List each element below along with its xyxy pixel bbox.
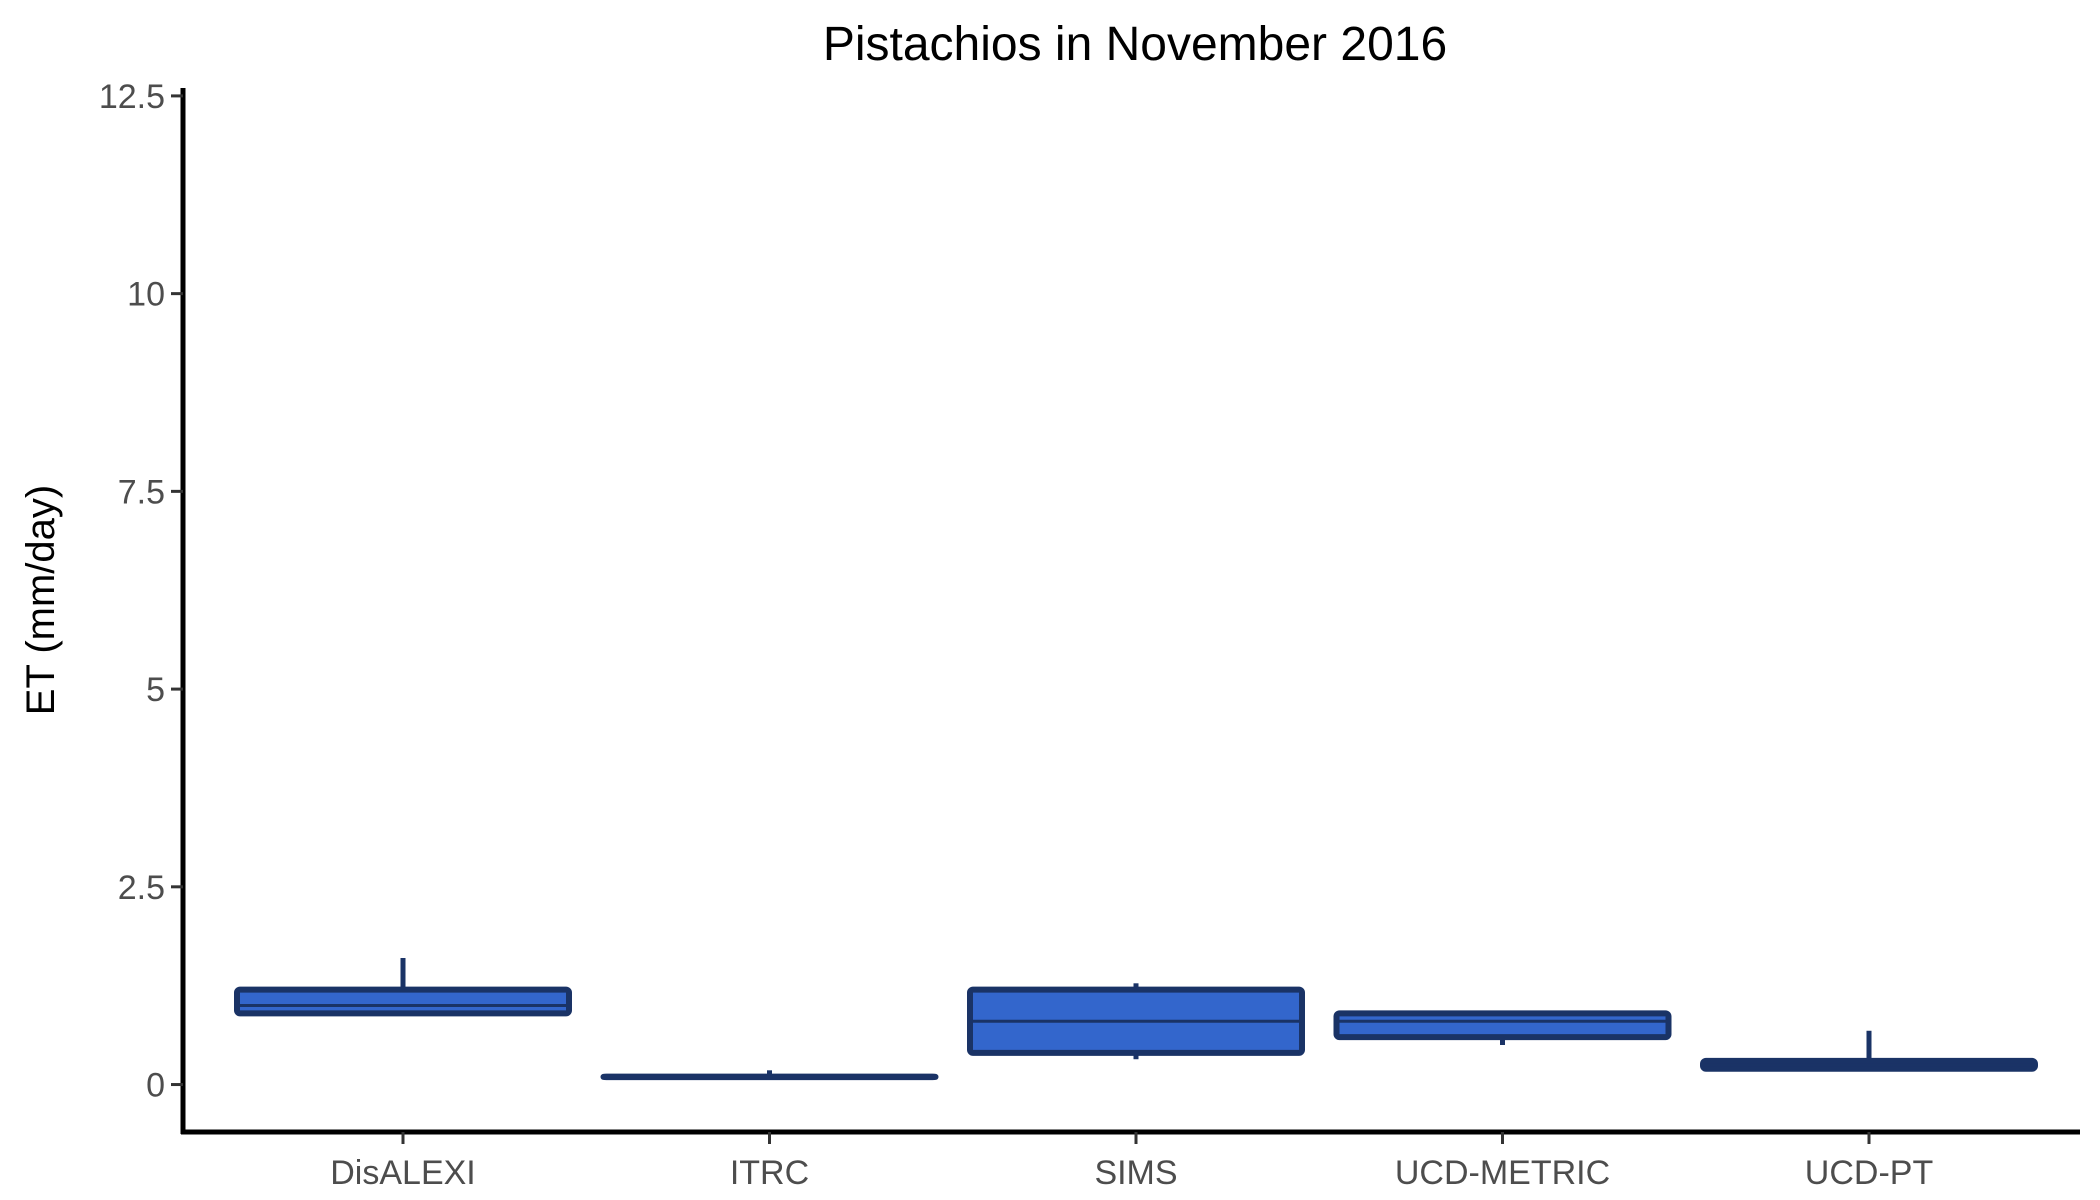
y-tick-label: 0	[146, 1067, 165, 1105]
x-tick-label: UCD-METRIC	[1395, 1154, 1610, 1192]
plot-area: 0 2.5 5 7.5 10 12.5 DisALEXI ITRC SIMS UCD-METRIC…	[99, 78, 2080, 1192]
box-ucd-metric	[1333, 1010, 1672, 1041]
y-axis-title: ET (mm/day)	[19, 485, 63, 715]
x-tick-label: ITRC	[730, 1154, 809, 1192]
y-tick-label: 2.5	[118, 869, 165, 907]
x-tick-label: UCD-PT	[1805, 1154, 1933, 1192]
box-disalexi	[234, 986, 572, 1017]
x-tick-label: SIMS	[1094, 1154, 1177, 1192]
y-tick-label: 12.5	[99, 78, 165, 116]
y-tick-label: 5	[146, 671, 165, 709]
x-tick-label: DisALEXI	[330, 1154, 476, 1192]
y-tick-label: 7.5	[118, 473, 165, 511]
chart-title: Pistachios in November 2016	[823, 18, 1447, 71]
y-tick-label: 10	[127, 276, 165, 314]
